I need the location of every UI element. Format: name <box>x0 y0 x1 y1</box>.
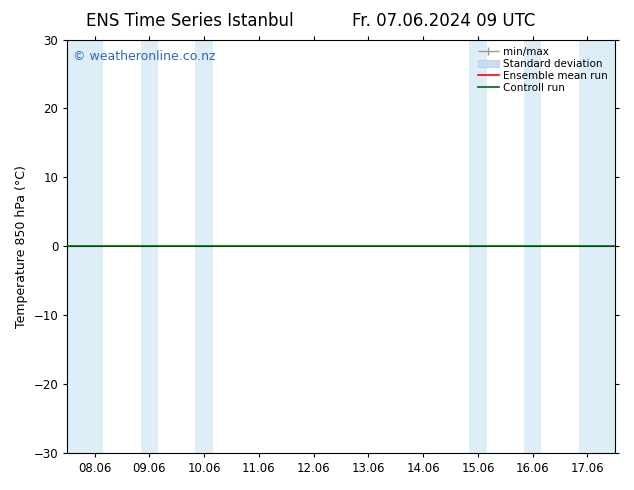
Bar <box>141 40 158 453</box>
Bar <box>524 40 541 453</box>
Text: Fr. 07.06.2024 09 UTC: Fr. 07.06.2024 09 UTC <box>352 12 536 30</box>
Bar <box>579 40 615 453</box>
Bar <box>469 40 487 453</box>
Text: © weatheronline.co.nz: © weatheronline.co.nz <box>73 50 216 63</box>
Bar <box>195 40 213 453</box>
Legend: min/max, Standard deviation, Ensemble mean run, Controll run: min/max, Standard deviation, Ensemble me… <box>476 45 610 95</box>
Text: ENS Time Series Istanbul: ENS Time Series Istanbul <box>86 12 294 30</box>
Bar <box>67 40 103 453</box>
Y-axis label: Temperature 850 hPa (°C): Temperature 850 hPa (°C) <box>15 165 28 328</box>
